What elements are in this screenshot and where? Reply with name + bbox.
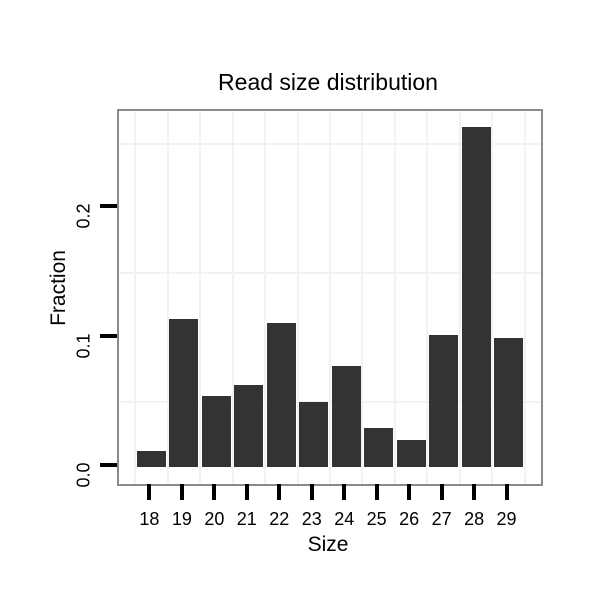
x-tick-label-18: 18: [139, 509, 160, 529]
x-tick-label-21: 21: [236, 509, 257, 529]
chart-title: Read size distribution: [218, 69, 438, 95]
minor-gridline-vertical: [264, 111, 267, 484]
minor-gridline-vertical: [426, 111, 429, 484]
x-tick-20: [212, 484, 217, 500]
bar-20: [201, 395, 231, 467]
bar-21: [234, 385, 264, 467]
bar-24: [331, 366, 361, 467]
x-tick-label-23: 23: [301, 509, 322, 529]
x-tick-label-29: 29: [496, 509, 517, 529]
minor-gridline-vertical: [393, 111, 396, 484]
bar-29: [494, 337, 524, 467]
x-tick-18: [147, 484, 152, 500]
plot-panel: [117, 109, 543, 486]
bar-25: [364, 428, 394, 467]
bar-19: [169, 319, 199, 467]
minor-gridline-vertical: [491, 111, 494, 484]
x-tick-label-26: 26: [399, 509, 420, 529]
bar-26: [396, 439, 426, 467]
x-axis-title: Size: [307, 533, 349, 556]
x-tick-label-20: 20: [204, 509, 225, 529]
minor-gridline-horizontal: [119, 142, 541, 145]
x-tick-26: [407, 484, 412, 500]
y-tick-0.0: [100, 463, 117, 467]
minor-gridline-vertical: [523, 111, 526, 484]
bar-23: [299, 402, 329, 467]
minor-gridline-vertical: [361, 111, 364, 484]
x-tick-21: [244, 484, 249, 500]
x-tick-label-19: 19: [171, 509, 192, 529]
bar-27: [429, 335, 459, 467]
x-tick-29: [504, 484, 509, 500]
x-tick-24: [342, 484, 347, 500]
x-tick-19: [179, 484, 184, 500]
minor-gridline-horizontal: [119, 401, 541, 404]
x-tick-label-27: 27: [431, 509, 452, 529]
minor-gridline-vertical: [134, 111, 137, 484]
x-tick-label-24: 24: [334, 509, 355, 529]
bar-22: [266, 323, 296, 467]
minor-gridline-vertical: [458, 111, 461, 484]
y-tick-0.2: [100, 204, 117, 209]
x-tick-28: [472, 484, 477, 500]
x-tick-25: [374, 484, 379, 500]
y-tick-0.1: [100, 333, 117, 338]
minor-gridline-vertical: [296, 111, 299, 484]
minor-gridline-vertical: [199, 111, 202, 484]
bar-28: [461, 126, 491, 467]
bar-18: [136, 451, 166, 467]
minor-gridline-vertical: [328, 111, 331, 484]
x-tick-22: [277, 484, 282, 500]
x-tick-label-22: 22: [269, 509, 290, 529]
minor-gridline-vertical: [231, 111, 234, 484]
x-tick-label-25: 25: [366, 509, 387, 529]
x-tick-27: [439, 484, 444, 500]
x-tick-label-28: 28: [464, 509, 485, 529]
minor-gridline-vertical: [166, 111, 169, 484]
x-tick-23: [309, 484, 314, 500]
minor-gridline-horizontal: [119, 271, 541, 274]
